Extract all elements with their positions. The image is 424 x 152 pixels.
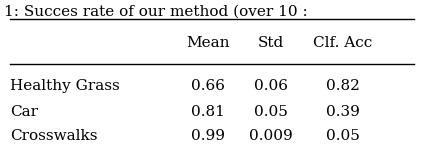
Text: Mean: Mean <box>186 36 229 50</box>
Text: 0.009: 0.009 <box>249 129 293 143</box>
Text: 0.05: 0.05 <box>326 129 360 143</box>
Text: Crosswalks: Crosswalks <box>10 129 98 143</box>
Text: 1: Succes rate of our method (over 10 :: 1: Succes rate of our method (over 10 : <box>4 5 308 19</box>
Text: 0.99: 0.99 <box>191 129 225 143</box>
Text: 0.06: 0.06 <box>254 79 288 93</box>
Text: 0.81: 0.81 <box>191 105 225 119</box>
Text: Clf. Acc: Clf. Acc <box>313 36 372 50</box>
Text: Car: Car <box>10 105 38 119</box>
Text: 0.05: 0.05 <box>254 105 288 119</box>
Text: 0.82: 0.82 <box>326 79 360 93</box>
Text: 0.39: 0.39 <box>326 105 360 119</box>
Text: Std: Std <box>258 36 284 50</box>
Text: 0.66: 0.66 <box>191 79 225 93</box>
Text: Healthy Grass: Healthy Grass <box>10 79 120 93</box>
